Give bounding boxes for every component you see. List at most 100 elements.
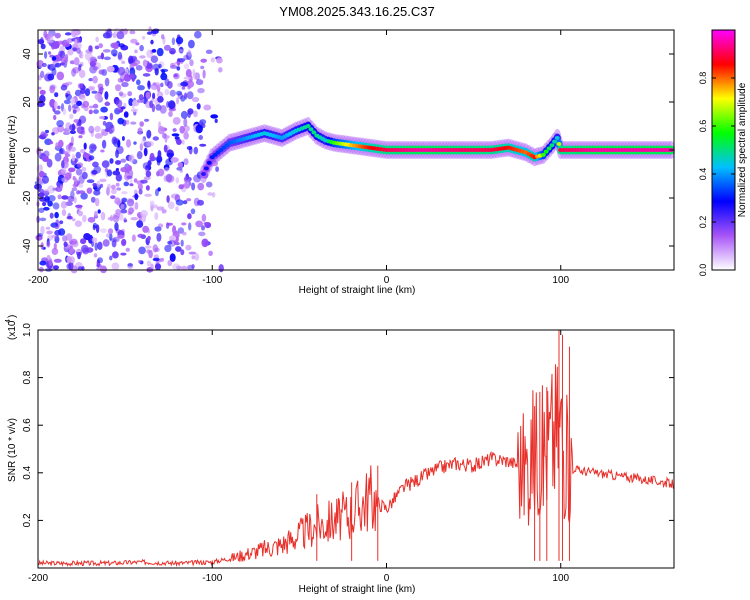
- noise-speckle: [175, 246, 182, 252]
- noise-speckle: [92, 66, 99, 71]
- noise-speckle: [88, 125, 95, 134]
- noise-speckle: [109, 158, 114, 164]
- noise-speckle: [184, 92, 188, 100]
- noise-speckle: [191, 96, 200, 103]
- noise-speckle: [62, 108, 67, 116]
- noise-speckle: [179, 125, 185, 134]
- noise-speckle: [40, 225, 45, 235]
- noise-speckle: [54, 32, 61, 39]
- noise-speckle: [180, 265, 188, 271]
- noise-speckle: [168, 100, 176, 110]
- noise-speckle: [145, 91, 151, 100]
- noise-speckle: [53, 101, 58, 110]
- noise-speckle: [58, 139, 64, 148]
- noise-speckle: [166, 195, 170, 203]
- noise-speckle: [177, 162, 184, 168]
- noise-speckle: [53, 258, 62, 263]
- noise-speckle: [156, 232, 162, 242]
- noise-speckle: [83, 106, 89, 112]
- noise-speckle: [58, 50, 64, 56]
- noise-speckle: [91, 90, 98, 94]
- noise-speckle: [202, 69, 206, 79]
- noise-speckle: [76, 249, 81, 253]
- snr-x-label: Height of straight line (km): [299, 584, 416, 595]
- noise-speckle: [123, 219, 128, 223]
- noise-speckle: [77, 251, 81, 260]
- noise-speckle: [47, 200, 53, 207]
- noise-speckle: [158, 63, 162, 69]
- noise-speckle: [38, 86, 42, 90]
- noise-speckle: [194, 30, 202, 39]
- noise-speckle: [157, 150, 162, 159]
- noise-speckle: [136, 181, 141, 185]
- ridge-core: [543, 149, 549, 154]
- noise-speckle: [115, 160, 121, 165]
- noise-speckle: [72, 109, 77, 114]
- ridge-core: [540, 152, 546, 157]
- noise-speckle: [134, 202, 139, 210]
- noise-speckle: [66, 263, 72, 270]
- noise-speckle: [121, 60, 126, 64]
- noise-speckle: [157, 126, 165, 135]
- noise-speckle: [88, 45, 93, 52]
- noise-speckle: [47, 37, 54, 44]
- noise-speckle: [120, 167, 128, 173]
- noise-speckle: [97, 241, 103, 250]
- noise-speckle: [177, 227, 185, 234]
- noise-speckle: [129, 179, 133, 183]
- noise-speckle: [75, 204, 83, 208]
- noise-speckle: [106, 65, 115, 73]
- noise-speckle: [201, 238, 209, 248]
- noise-speckle: [44, 129, 50, 134]
- noise-speckle: [191, 264, 195, 269]
- noise-speckle: [129, 30, 136, 35]
- noise-speckle: [71, 154, 76, 162]
- snr-y-label: SNR (10 * v/v): [7, 418, 18, 482]
- noise-speckle: [88, 155, 95, 161]
- noise-speckle: [159, 105, 167, 114]
- noise-speckle: [63, 241, 68, 247]
- noise-speckle: [121, 191, 128, 195]
- noise-speckle: [74, 220, 82, 227]
- noise-speckle: [115, 174, 122, 182]
- y-tick-label: 40: [22, 48, 33, 60]
- noise-speckle: [52, 187, 58, 191]
- noise-speckle: [169, 65, 178, 69]
- noise-speckle: [72, 30, 79, 35]
- noise-speckle: [93, 189, 101, 196]
- noise-speckle: [91, 86, 95, 91]
- noise-speckle: [63, 151, 69, 155]
- noise-speckle: [146, 260, 152, 267]
- noise-speckle: [182, 231, 187, 236]
- noise-speckle: [186, 198, 192, 202]
- y-tick-label: 0.2: [22, 513, 33, 527]
- noise-speckle: [156, 47, 164, 57]
- noise-speckle: [118, 212, 124, 221]
- noise-speckle: [79, 69, 86, 79]
- noise-speckle: [189, 59, 194, 67]
- noise-speckle: [99, 86, 104, 95]
- noise-speckle: [118, 43, 125, 48]
- noise-speckle: [128, 55, 134, 64]
- noise-speckle: [54, 225, 60, 230]
- noise-speckle: [81, 244, 89, 253]
- noise-speckle: [138, 126, 142, 136]
- noise-speckle: [193, 110, 198, 118]
- noise-speckle: [70, 97, 75, 106]
- noise-speckle: [195, 220, 204, 228]
- ridge-core: [308, 127, 314, 132]
- colorbar: 0.0 0.2 0.4 0.6 0.8 Normalized spectral ampl…: [698, 29, 748, 276]
- noise-speckle: [144, 193, 153, 197]
- noise-speckle: [88, 109, 93, 115]
- snr-background: [38, 330, 674, 568]
- noise-speckle: [120, 106, 126, 110]
- noise-speckle: [175, 36, 184, 45]
- x-tick-label: -100: [202, 275, 222, 286]
- colorbar-ticks: 0.0 0.2 0.4 0.6 0.8: [698, 72, 735, 276]
- noise-speckle: [129, 183, 134, 187]
- noise-speckle: [135, 42, 140, 46]
- noise-speckle: [150, 263, 154, 273]
- noise-speckle: [78, 183, 84, 188]
- noise-speckle: [170, 157, 179, 163]
